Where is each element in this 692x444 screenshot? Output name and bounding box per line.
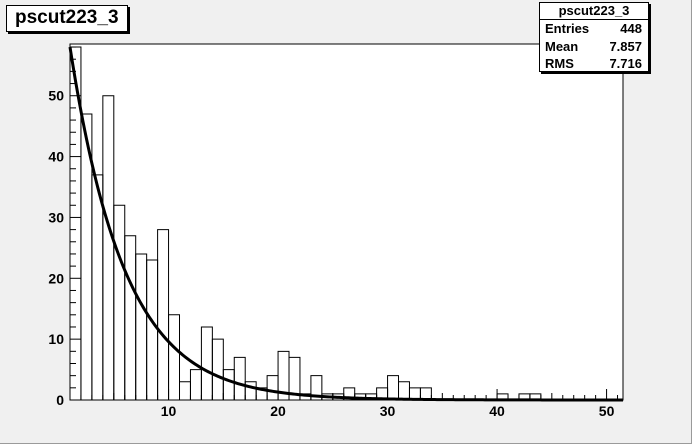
histogram-bin [310, 375, 323, 400]
stats-row-rms: RMS 7.716 [540, 55, 648, 73]
histogram-layer [69, 46, 618, 401]
stats-value-mean: 7.857 [609, 38, 642, 54]
stats-row-entries: Entries 448 [540, 20, 648, 38]
axis-layer: 10 20 30 40 50 0 10 20 30 40 50 [48, 46, 619, 419]
stats-name: pscut223_3 [540, 3, 648, 20]
stats-value-rms: 7.716 [609, 56, 642, 71]
x-tick-label: 10 [161, 403, 177, 419]
stats-value-entries: 448 [620, 21, 642, 36]
fit-layer [68, 46, 623, 402]
y-tick-label: 40 [48, 149, 64, 165]
stats-row-mean: Mean 7.857 [540, 38, 648, 56]
x-tick-label: 20 [270, 403, 286, 419]
stats-box: pscut223_3 Entries 448 Mean 7.857 RMS 7.… [539, 2, 649, 72]
stats-label-mean: Mean [545, 38, 579, 54]
histogram-bin [168, 314, 181, 400]
stats-label-entries: Entries [545, 21, 590, 36]
x-tick-label: 50 [599, 403, 615, 419]
histogram-bin [419, 387, 432, 400]
histogram-bin [233, 356, 246, 400]
histogram-bin [288, 356, 301, 400]
y-tick-label: 30 [48, 209, 64, 225]
y-tick-label: 50 [48, 88, 64, 104]
frame [69, 43, 624, 401]
x-tick-label: 30 [380, 403, 396, 419]
stats-label-rms: RMS [545, 56, 574, 71]
y-tick-label: 0 [56, 392, 64, 408]
fit-curve [68, 46, 623, 402]
x-tick-label: 40 [489, 403, 505, 419]
chart-title: pscut223_3 [6, 5, 128, 32]
y-tick-label: 20 [48, 270, 64, 286]
y-tick-label: 10 [48, 331, 64, 347]
